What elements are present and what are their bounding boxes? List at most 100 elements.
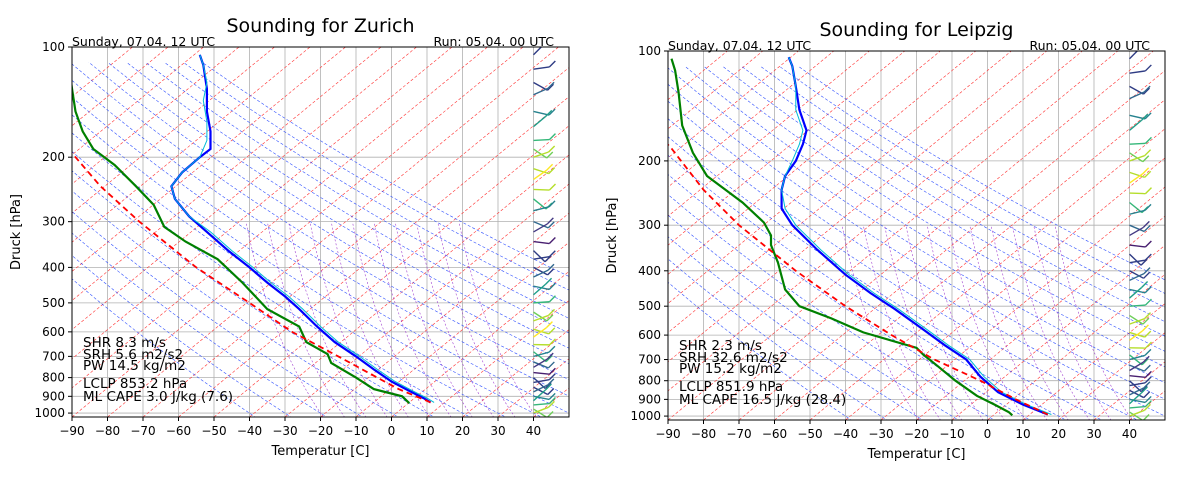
wind-barb	[534, 404, 550, 405]
wind-barb-flag	[548, 389, 554, 395]
x-tick-label: −20	[904, 427, 929, 441]
x-tick-label: 10	[1015, 427, 1030, 441]
wind-barb	[1130, 143, 1146, 144]
y-tick-label: 800	[42, 371, 65, 385]
y-axis-label: Druck [hPa]	[9, 194, 24, 270]
x-tick-label: −60	[762, 427, 787, 441]
x-tick-label: −10	[939, 427, 964, 441]
stat-label: ML CAPE 16.5 J/kg (28.4)	[679, 392, 846, 408]
wind-barb-flag	[1145, 204, 1151, 210]
mixing-ratio-line	[331, 222, 411, 421]
wind-barb-flag	[1145, 349, 1151, 355]
x-tick-label: −20	[308, 424, 333, 438]
wind-barb	[534, 189, 550, 190]
y-tick-label: 700	[42, 349, 65, 363]
y-tick-label: 300	[42, 215, 65, 229]
wind-barb	[1130, 92, 1145, 99]
wind-barb-flag	[1142, 325, 1148, 331]
stat-label: PW 15.2 kg/m2	[679, 361, 782, 377]
dry-adiabat	[722, 66, 1200, 424]
y-tick-label: 100	[42, 40, 65, 54]
y-tick-label: 500	[42, 296, 65, 310]
wind-barb-flag	[546, 322, 552, 328]
isotherm-line	[597, 51, 1047, 420]
chart-title: Sounding for Leipzig	[819, 19, 1013, 41]
x-tick-label: −70	[726, 427, 751, 441]
dry-adiabat	[0, 62, 405, 421]
wind-barb-flag	[1145, 342, 1151, 348]
y-tick-label: 200	[42, 150, 65, 164]
wind-barb-flag	[549, 368, 555, 374]
dry-adiabat	[0, 62, 441, 421]
y-axis-label: Druck [hPa]	[605, 197, 620, 273]
wind-barb	[534, 140, 550, 141]
y-tick-label: 700	[638, 353, 661, 367]
x-tick-label: −40	[833, 427, 858, 441]
wind-barb-flag	[1145, 299, 1151, 305]
wind-barb	[534, 88, 549, 95]
dry-adiabat	[108, 62, 730, 421]
stat-label: PW 14.5 kg/m2	[83, 358, 186, 374]
wind-barb	[1130, 156, 1145, 161]
wind-barb-flag	[1144, 392, 1150, 398]
wind-barb-flag	[549, 346, 555, 352]
x-tick-label: 20	[1051, 427, 1066, 441]
x-tick-label: −90	[655, 427, 680, 441]
y-tick-label: 1000	[34, 406, 65, 420]
run-time-label: Run: 05.04. 00 UTC	[433, 34, 554, 49]
dry-adiabat	[571, 66, 1073, 424]
wind-barb-flag	[549, 374, 555, 380]
mixing-ratio-line	[927, 225, 1007, 424]
y-tick-label: 400	[42, 260, 65, 274]
isotherm-line	[1094, 51, 1200, 420]
wind-barb-flag	[1143, 168, 1149, 174]
wind-barb-flag	[1145, 188, 1151, 194]
wind-barb-flag	[1144, 365, 1150, 371]
wind-barb-flag	[1145, 241, 1151, 247]
wind-barb-flag	[549, 339, 555, 345]
wind-barb-flag	[549, 134, 555, 140]
isotherm-line	[952, 51, 1200, 420]
x-tick-label: −60	[166, 424, 191, 438]
x-tick-label: −50	[797, 427, 822, 441]
x-tick-label: −50	[201, 424, 226, 438]
wind-barb-flag	[1145, 331, 1151, 337]
wind-barb-flag	[549, 283, 555, 289]
chart-title: Sounding for Zurich	[226, 15, 414, 37]
wind-barb-flag	[549, 328, 555, 334]
mixing-ratio-line	[459, 222, 539, 421]
valid-time-label: Sunday, 07.04. 12 UTC	[72, 34, 215, 49]
wind-barb	[1130, 120, 1142, 130]
mixing-ratio-line	[267, 222, 347, 421]
x-tick-label: −80	[95, 424, 120, 438]
isotherm-line	[1165, 51, 1200, 420]
valid-time-label: Sunday, 07.04. 12 UTC	[668, 38, 811, 53]
x-tick-label: −40	[237, 424, 262, 438]
wind-barb	[1130, 376, 1146, 378]
wind-barb	[1130, 245, 1146, 247]
mixing-ratio-line	[352, 222, 432, 421]
x-tick-label: −90	[59, 424, 84, 438]
mixing-ratio-line	[885, 225, 965, 424]
x-tick-label: 0	[984, 427, 992, 441]
mixing-ratio-line	[438, 222, 518, 421]
y-tick-label: 600	[42, 325, 65, 339]
mixing-ratio-line	[949, 225, 1029, 424]
y-tick-label: 200	[638, 154, 661, 168]
y-tick-label: 500	[638, 299, 661, 313]
x-tick-label: −30	[272, 424, 297, 438]
isotherm-line	[1023, 51, 1200, 420]
wind-barb-flag	[549, 146, 555, 152]
x-tick-label: 30	[490, 424, 505, 438]
wind-barb-flag	[549, 168, 555, 174]
wind-barb-flag	[549, 296, 555, 302]
wind-barb	[534, 116, 546, 126]
x-tick-label: −10	[343, 424, 368, 438]
wind-barb-flag	[549, 201, 555, 207]
wind-barb-flag	[1145, 65, 1151, 71]
wind-barb	[534, 242, 550, 244]
y-tick-label: 400	[638, 264, 661, 278]
mixing-ratio-line	[1034, 225, 1114, 424]
isotherm-line	[250, 47, 701, 417]
